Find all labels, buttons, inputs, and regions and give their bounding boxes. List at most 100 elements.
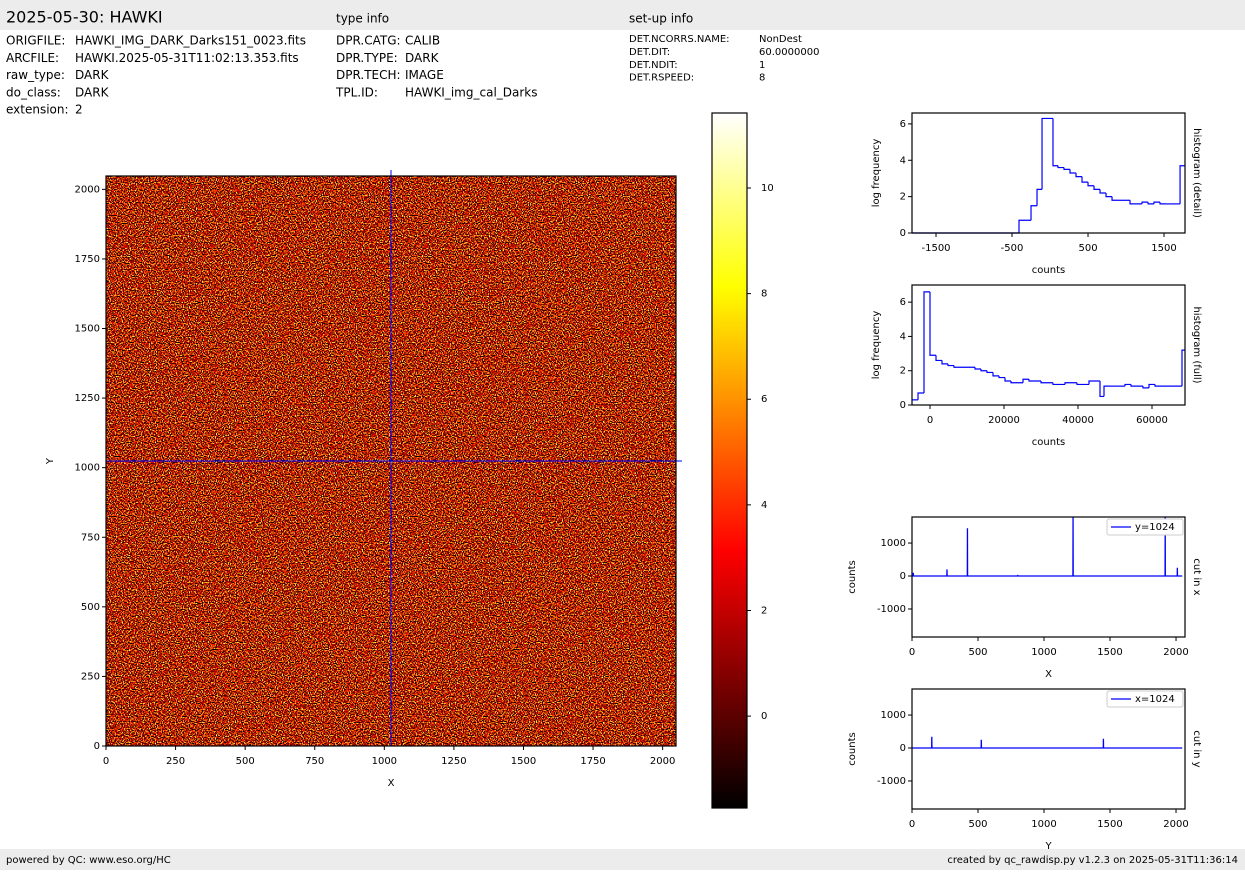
colorbar-tick-label: 4 bbox=[761, 500, 767, 511]
x-tick-label: 1000 bbox=[372, 756, 397, 767]
setup-label: DET.RSPEED: bbox=[629, 73, 694, 84]
y-tick-label: 2 bbox=[900, 366, 906, 377]
page-title: 2025-05-30: HAWKI bbox=[6, 8, 163, 27]
info-value: DARK bbox=[75, 68, 110, 82]
x-tick-label: 1500 bbox=[1097, 647, 1122, 658]
histogram-step bbox=[942, 360, 948, 363]
x-tick-label: 500 bbox=[968, 647, 987, 658]
histogram-step bbox=[1148, 202, 1154, 204]
legend-label: y=1024 bbox=[1135, 522, 1175, 533]
histogram-step bbox=[1104, 386, 1110, 396]
x-tick-label: 1500 bbox=[511, 756, 536, 767]
histogram-step bbox=[1041, 381, 1053, 383]
y-tick-label: 1500 bbox=[75, 324, 100, 335]
x-tick-label: 0 bbox=[927, 415, 933, 426]
type-value: HAWKI_img_cal_Darks bbox=[405, 85, 538, 99]
type-label: DPR.CATG: bbox=[336, 34, 401, 48]
histogram-step bbox=[1142, 202, 1148, 204]
histogram-step bbox=[1053, 118, 1058, 165]
y-tick-label: -1000 bbox=[877, 776, 906, 787]
histogram-step bbox=[1005, 378, 1011, 381]
histogram-step bbox=[1042, 118, 1053, 189]
type-value: IMAGE bbox=[405, 68, 444, 82]
x-axis-label: counts bbox=[1032, 437, 1065, 448]
x-tick-label: 20000 bbox=[988, 415, 1020, 426]
x-tick-label: 500 bbox=[968, 819, 987, 830]
legend-label: x=1024 bbox=[1135, 694, 1175, 705]
colorbar bbox=[712, 113, 747, 808]
info-label: ARCFILE: bbox=[6, 51, 59, 65]
y-tick-label: 1000 bbox=[881, 538, 906, 549]
info-value: 2 bbox=[75, 103, 83, 117]
histogram-step bbox=[1149, 384, 1155, 387]
setup-value: 1 bbox=[759, 60, 765, 71]
histogram-step bbox=[1011, 381, 1023, 383]
histogram-step bbox=[1130, 200, 1142, 204]
histogram-step bbox=[981, 369, 987, 371]
y-tick-label: 250 bbox=[81, 671, 100, 682]
setup-label: DET.NCORRS.NAME: bbox=[629, 34, 730, 45]
colorbar-tick-label: 10 bbox=[761, 183, 774, 194]
y-tick-label: 500 bbox=[81, 602, 100, 613]
histogram-step bbox=[987, 371, 993, 373]
histogram-step bbox=[1031, 206, 1037, 221]
histogram-step bbox=[918, 393, 924, 400]
histogram-step bbox=[1037, 189, 1042, 205]
y-tick-label: 4 bbox=[900, 331, 906, 342]
y-axis-label: Y bbox=[45, 457, 56, 465]
histogram-step bbox=[1077, 383, 1089, 385]
y-tick-label: 0 bbox=[94, 741, 100, 752]
right-label: histogram (detail) bbox=[1191, 128, 1202, 218]
info-value: HAWKI.2025-05-31T11:02:13.353.fits bbox=[75, 51, 299, 65]
x-tick-label: 2000 bbox=[1163, 647, 1188, 658]
histogram-step bbox=[1160, 202, 1166, 204]
y-tick-label: 6 bbox=[900, 119, 906, 130]
histogram-step bbox=[930, 292, 936, 355]
histogram-step bbox=[999, 376, 1005, 378]
x-axis-label: X bbox=[1045, 669, 1052, 680]
axes-frame bbox=[912, 113, 1185, 233]
histogram-step bbox=[1100, 189, 1106, 193]
setup-label: DET.NDIT: bbox=[629, 60, 678, 71]
histogram-step bbox=[1082, 177, 1088, 182]
x-axis-label: counts bbox=[1032, 265, 1065, 276]
type-label: DPR.TYPE: bbox=[336, 51, 398, 65]
histogram-step bbox=[1131, 384, 1143, 386]
footer-left: powered by QC: www.eso.org/HC bbox=[6, 855, 171, 866]
histogram-step bbox=[936, 355, 942, 360]
y-tick-label: 0 bbox=[900, 571, 906, 582]
y-tick-label: 6 bbox=[900, 297, 906, 308]
histogram-step bbox=[1154, 202, 1160, 204]
y-tick-label: 0 bbox=[900, 743, 906, 754]
y-axis-label: log frequency bbox=[871, 311, 882, 380]
x-tick-label: 1000 bbox=[1031, 647, 1056, 658]
setup-value: NonDest bbox=[759, 34, 802, 45]
histogram-step bbox=[975, 367, 981, 369]
histogram-step bbox=[1155, 384, 1182, 386]
histogram-step bbox=[1106, 193, 1112, 197]
histogram-step bbox=[1143, 386, 1149, 388]
histogram-step bbox=[1058, 166, 1064, 168]
x-tick-label: 500 bbox=[1078, 243, 1097, 254]
footer-right: created by qc_rawdisp.py v1.2.3 on 2025-… bbox=[947, 855, 1238, 866]
x-tick-label: 1500 bbox=[1097, 819, 1122, 830]
colorbar-tick-label: 0 bbox=[761, 711, 767, 722]
x-tick-label: 1500 bbox=[1151, 243, 1176, 254]
x-axis-label: X bbox=[388, 778, 395, 789]
y-axis-label: counts bbox=[847, 560, 858, 593]
type-value: DARK bbox=[405, 51, 440, 65]
info-label: raw_type: bbox=[6, 68, 65, 82]
type-label: TPL.ID: bbox=[335, 85, 378, 99]
info-label: do_class: bbox=[6, 85, 61, 99]
type-label: DPR.TECH: bbox=[336, 68, 401, 82]
y-tick-label: 750 bbox=[81, 532, 100, 543]
x-axis-label: Y bbox=[1044, 841, 1052, 852]
info-label: extension: bbox=[6, 103, 69, 117]
setup-value: 8 bbox=[759, 73, 765, 84]
info-value: DARK bbox=[75, 85, 110, 99]
histogram-step bbox=[924, 292, 930, 393]
histogram-step bbox=[1076, 173, 1082, 177]
histogram-step bbox=[948, 364, 954, 366]
